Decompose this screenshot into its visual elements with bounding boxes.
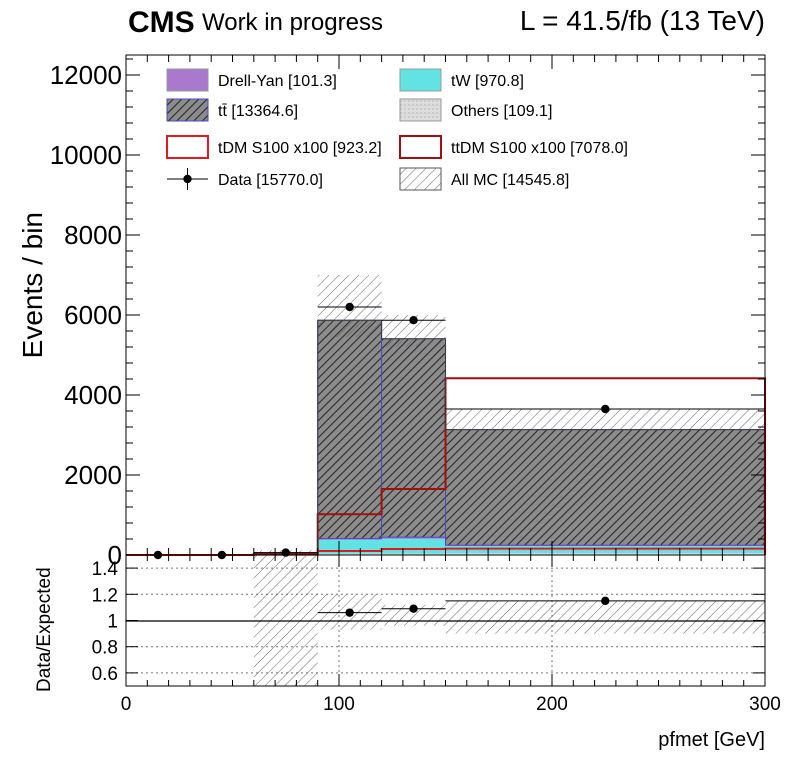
- legend-swatch-2: [166, 98, 209, 122]
- cms-label: CMS: [128, 6, 195, 39]
- legend: Drell-Yan [101.3] tW [970.8] tt̄ [13364.6]…: [166, 68, 628, 191]
- legend-label-5: ttDM S100 x100 [7078.0]: [451, 140, 628, 157]
- mc-band-5: [445, 409, 765, 429]
- ratio-x-ticks: 0 100 200 300: [121, 555, 781, 715]
- main-ytick-label-2: 4000: [64, 380, 122, 410]
- legend-swatch-3: [399, 98, 442, 122]
- stack-bar-2-4: [381, 537, 446, 539]
- legend-label-2: tt̄ [13364.6]: [218, 103, 298, 120]
- data-point-5: [601, 404, 610, 414]
- main-ytick-label-0: 0: [108, 540, 122, 570]
- stack-bar-0-5: [445, 553, 765, 555]
- stack-bar-3-4: [381, 338, 447, 538]
- stack-bar-3-3: [317, 319, 383, 540]
- status-label: Work in progress: [202, 9, 383, 36]
- mc-stack: [253, 319, 766, 555]
- ratio-ytick-label-3: 1.2: [92, 585, 118, 606]
- y-axis-label: Events / bin: [17, 212, 48, 358]
- ratio-point-5: [601, 596, 610, 606]
- legend-label-7: All MC [14545.8]: [451, 172, 569, 189]
- legend-swatch-7: [399, 167, 442, 191]
- mc-uncertainty-band: [126, 275, 765, 556]
- lumi-label: L = 41.5/fb (13 TeV): [520, 5, 765, 36]
- stack-bar-0-3: [317, 553, 382, 555]
- ratio-ytick-label-4: 1.4: [92, 559, 119, 580]
- main-ytick-label-5: 10000: [50, 140, 122, 170]
- stack-bar-0-4: [381, 553, 446, 555]
- main-x-ticks: [125, 55, 766, 555]
- legend-swatch-6: [183, 174, 192, 184]
- legend-swatch-0: [166, 68, 209, 92]
- legend-swatch-1: [399, 68, 442, 92]
- data-point-3: [345, 302, 354, 312]
- stack-bar-2-3: [317, 538, 382, 540]
- x-tick-label-0: 0: [121, 694, 132, 715]
- main-ytick-label-3: 6000: [64, 300, 122, 330]
- data-point-4: [409, 316, 418, 325]
- ratio-points: [317, 596, 765, 617]
- x-axis-label: pfmet [GeV]: [658, 729, 765, 751]
- ratio-y-axis-label: Data/Expected: [34, 567, 55, 692]
- x-tick-label-2: 200: [536, 694, 568, 715]
- main-ytick-label-6: 12000: [50, 60, 122, 90]
- legend-label-3: Others [109.1]: [451, 103, 552, 120]
- ratio-band-5: [445, 600, 765, 634]
- stack-bar-1-4: [381, 538, 446, 554]
- main-ytick-label-4: 8000: [64, 220, 122, 250]
- ratio-ytick-label-2: 1: [107, 612, 118, 633]
- ratio-ytick-label-0: 0.6: [92, 664, 118, 685]
- legend-label-6: Data [15770.0]: [218, 172, 323, 189]
- legend-label-0: Drell-Yan [101.3]: [218, 73, 337, 90]
- ratio-ytick-label-1: 0.8: [92, 638, 118, 659]
- legend-label-4: tDM S100 x100 [923.2]: [218, 140, 382, 157]
- x-tick-label-3: 300: [749, 694, 781, 715]
- legend-swatch-5: [399, 135, 442, 159]
- main-y-ticks: 0 2000 4000 6000 8000 10000 12000: [50, 58, 765, 570]
- ratio-point-3: [345, 608, 354, 617]
- legend-label-1: tW [970.8]: [451, 73, 524, 90]
- main-ytick-label-1: 2000: [64, 460, 122, 490]
- x-tick-label-1: 100: [323, 694, 355, 715]
- stack-bar-3-5: [445, 429, 766, 546]
- ratio-y-ticks: 0.6 0.8 1 1.2 1.4: [92, 559, 765, 685]
- ratio-point-4: [409, 604, 418, 613]
- legend-swatch-4: [166, 135, 209, 159]
